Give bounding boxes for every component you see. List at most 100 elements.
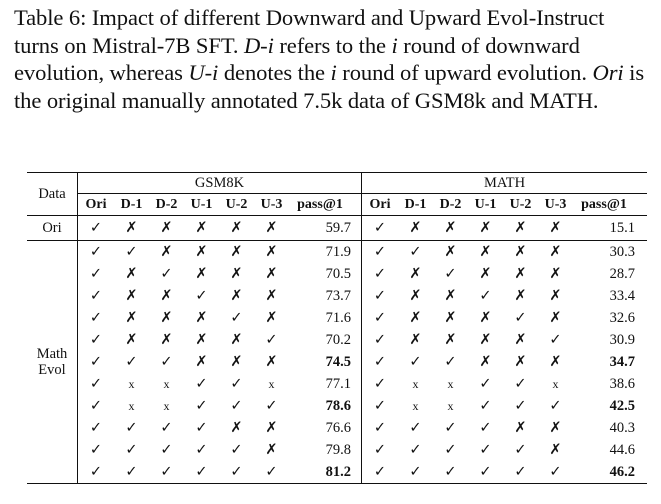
cross-mark: ✗ (549, 419, 562, 436)
check-mark: ✓ (514, 397, 527, 414)
gsm-column-header: U-3 (260, 196, 283, 212)
check-mark: ✓ (549, 397, 562, 414)
cross-mark: x (163, 376, 170, 391)
cross-mark: ✗ (409, 309, 422, 326)
gsm-column-header: U-2 (225, 196, 248, 212)
table-row: ✓ ✓ ✓ ✓ ✓ ✗ 79.8 ✓ ✓ ✓ ✓ ✓ ✗ 44.6 (27, 439, 647, 461)
check-mark: ✓ (373, 243, 387, 260)
check-mark: ✓ (373, 375, 387, 392)
check-mark: ✓ (373, 463, 387, 480)
check-mark: ✓ (89, 353, 103, 370)
math-pass-at-1-value: 33.4 (609, 287, 635, 304)
cross-mark: ✗ (514, 243, 527, 260)
table-row: ✓ x x ✓ ✓ x 77.1 ✓ x x ✓ ✓ x 38.6 (27, 373, 647, 395)
caption-ui: U-i (188, 60, 219, 85)
cross-mark: x (447, 376, 454, 391)
caption-text: Impact of different Downward and Upward … (14, 5, 605, 58)
cross-mark: ✗ (549, 353, 562, 370)
cross-mark: ✗ (230, 219, 243, 236)
check-mark: ✓ (195, 287, 208, 304)
math-group-header: MATH (361, 172, 647, 194)
cross-mark: ✗ (409, 287, 422, 304)
results-table: Data GSM8K MATH Ori D-1 D-2 U-1 U-2 U-3 pass@1… (27, 172, 647, 484)
cross-mark: x (447, 398, 454, 413)
check-mark: ✓ (514, 309, 527, 326)
cross-mark: ✗ (265, 309, 278, 326)
cross-mark: ✗ (444, 219, 457, 236)
caption-di: D-i (243, 32, 274, 58)
caption-text: refers to the (279, 32, 386, 58)
cross-mark: x (268, 376, 275, 391)
table-caption: Table 6: Impact of different Downward an… (14, 4, 654, 114)
check-mark: ✓ (409, 419, 422, 436)
gsm-pass-at-1-value: 70.2 (289, 329, 362, 351)
cross-mark: ✗ (195, 309, 208, 326)
cross-mark: ✗ (549, 265, 562, 282)
check-mark: ✓ (479, 287, 492, 304)
check-mark: ✓ (195, 441, 208, 458)
table-row: ✓ ✓ ✓ ✗ ✗ ✗ 74.5 ✓ ✓ ✓ ✗ ✗ ✗ 34.7 (27, 351, 647, 373)
cross-mark: ✗ (195, 243, 208, 260)
check-mark: ✓ (125, 243, 138, 260)
caption-text: denotes the (223, 60, 325, 85)
math-column-header: D-2 (439, 196, 462, 212)
check-mark: ✓ (160, 463, 173, 480)
check-mark: ✓ (230, 463, 243, 480)
math-column-header: U-2 (509, 196, 532, 212)
table-row: ✓ ✓ ✓ ✓ ✗ ✗ 76.6 ✓ ✓ ✓ ✓ ✗ ✗ 40.3 (27, 417, 647, 439)
check-mark: ✓ (514, 441, 527, 458)
cross-mark: ✗ (160, 331, 173, 348)
check-mark: ✓ (89, 397, 103, 414)
math-column-header: Ori (369, 196, 391, 212)
check-mark: ✓ (409, 243, 422, 260)
check-mark: ✓ (160, 265, 173, 282)
table-row: ✓ ✗ ✗ ✗ ✗ ✓ 70.2 ✓ ✗ ✗ ✗ ✗ ✓ 30.9 (27, 329, 647, 351)
gsm-pass-at-1-value: 74.5 (289, 351, 362, 373)
caption-i: i (391, 32, 398, 58)
table-row: ✓ ✓ ✓ ✓ ✓ ✓ 81.2 ✓ ✓ ✓ ✓ ✓ ✓ 46.2 (27, 461, 647, 484)
check-mark: ✓ (89, 287, 103, 304)
cross-mark: ✗ (265, 287, 278, 304)
table-row: ✓ x x ✓ ✓ ✓ 78.6 ✓ x x ✓ ✓ ✓ 42.5 (27, 395, 647, 417)
table-row: Math Evol ✓ ✓ ✗ ✗ ✗ ✗ 71.9 ✓ ✓ ✗ ✗ ✗ ✗ 30.3 (27, 240, 647, 484)
check-mark: ✓ (373, 441, 387, 458)
check-mark: ✓ (409, 441, 422, 458)
check-mark: ✓ (373, 265, 387, 282)
gsm-pass-at-1-value: 76.6 (289, 417, 362, 439)
check-mark: ✓ (479, 397, 492, 414)
check-mark: ✓ (373, 219, 387, 236)
cross-mark: ✗ (479, 265, 492, 282)
cross-mark: ✗ (479, 219, 492, 236)
math-pass-at-1-value: 46.2 (609, 463, 635, 480)
cross-mark: ✗ (195, 265, 208, 282)
gsm-column-header: D-2 (155, 196, 178, 212)
cross-mark: x (128, 398, 135, 413)
check-mark: ✓ (89, 419, 103, 436)
check-mark: ✓ (514, 463, 527, 480)
check-mark: ✓ (89, 243, 103, 260)
gsm-pass-at-1-value: 71.9 (289, 240, 362, 263)
math-pass-at-1-value: 38.6 (609, 375, 635, 392)
check-mark: ✓ (514, 375, 527, 392)
math-pass-at-1-value: 34.7 (609, 353, 635, 370)
check-mark: ✓ (549, 331, 562, 348)
cross-mark: ✗ (230, 331, 243, 348)
gsm-pass-at-1-value: 79.8 (289, 439, 362, 461)
caption-text: is the original manually annotated 7.5k … (14, 60, 645, 113)
check-mark: ✓ (195, 375, 208, 392)
check-mark: ✓ (195, 419, 208, 436)
check-mark: ✓ (409, 463, 422, 480)
cross-mark: x (163, 398, 170, 413)
cross-mark: ✗ (444, 287, 457, 304)
cross-mark: ✗ (409, 219, 422, 236)
check-mark: ✓ (89, 219, 103, 236)
cross-mark: ✗ (195, 353, 208, 370)
check-mark: ✓ (230, 397, 243, 414)
check-mark: ✓ (160, 441, 173, 458)
gsm-column-header: pass@1 (289, 193, 362, 216)
check-mark: ✓ (373, 419, 387, 436)
check-mark: ✓ (195, 463, 208, 480)
check-mark: ✓ (444, 265, 457, 282)
check-mark: ✓ (373, 397, 387, 414)
check-mark: ✓ (89, 265, 103, 282)
